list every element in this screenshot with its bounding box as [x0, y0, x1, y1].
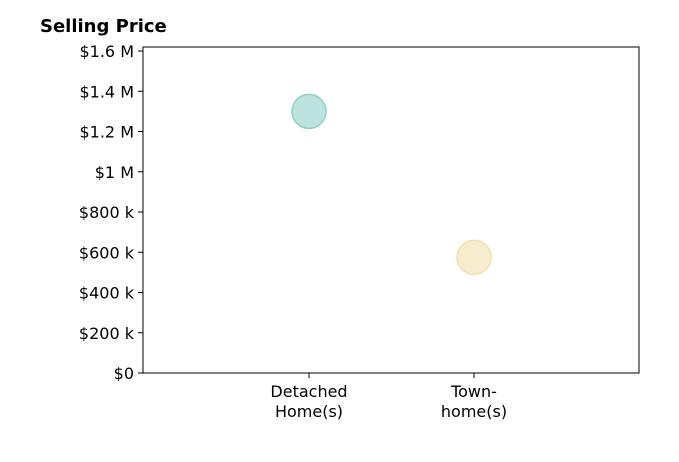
y-tick-label: $0 — [114, 364, 134, 383]
y-tick-label: $800 k — [79, 203, 135, 222]
data-point — [456, 239, 492, 276]
chart-title: Selling Price — [40, 16, 167, 37]
y-tick-label: $1.4 M — [79, 82, 134, 101]
y-tick-label: $200 k — [79, 324, 135, 343]
x-tick-label: Town- — [450, 382, 497, 401]
x-tick-label: home(s) — [441, 402, 507, 421]
x-tick-label: Detached — [270, 382, 347, 401]
x-tick-label: Home(s) — [275, 402, 343, 421]
data-point — [291, 93, 327, 130]
y-tick-label: $1.6 M — [79, 42, 134, 61]
y-axis: $0 $200 k $400 k $600 k $800 k $1 M $1.2 M $1.4… — [79, 42, 143, 383]
plot-frame — [142, 46, 640, 374]
y-tick-label: $1.2 M — [79, 123, 134, 142]
y-tick-label: $400 k — [79, 284, 135, 303]
data-points — [291, 93, 492, 276]
y-tick-label: $600 k — [79, 243, 135, 262]
y-tick-label: $1 M — [95, 163, 134, 182]
